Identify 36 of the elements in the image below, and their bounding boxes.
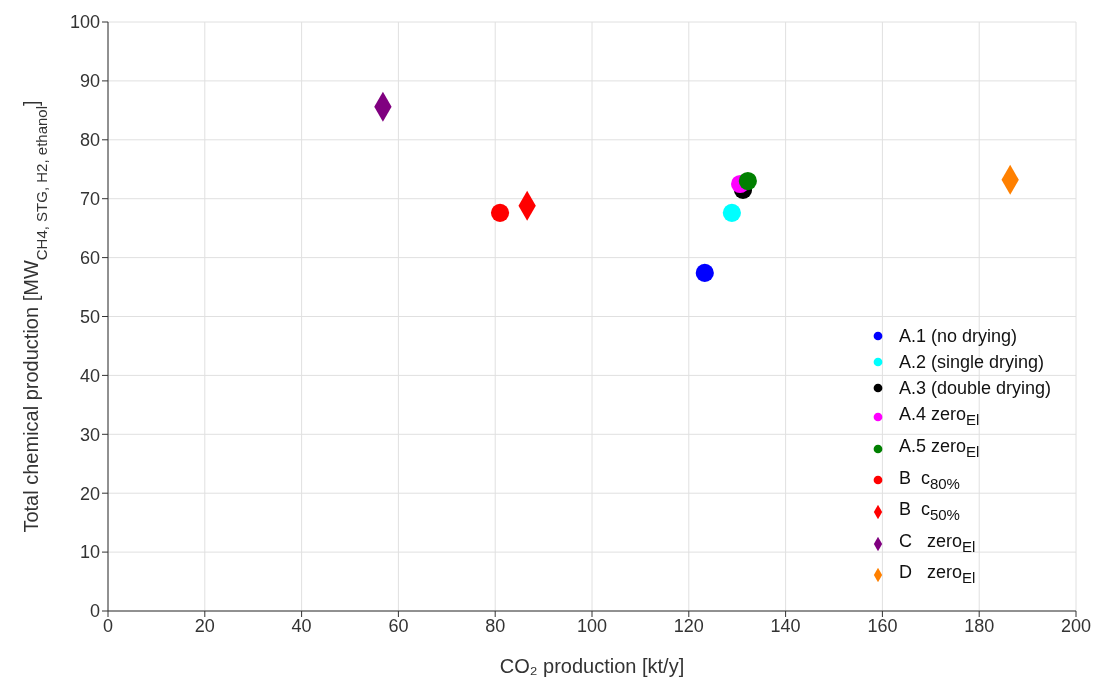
x-tick-label: 160	[867, 615, 898, 636]
y-tick-label: 70	[79, 189, 100, 210]
x-tick-label: 100	[576, 615, 608, 636]
legend-label: A.4 zero$_{El}$	[898, 403, 980, 431]
x-tick-label: 60	[388, 615, 409, 636]
x-tick-label: 140	[770, 615, 801, 636]
legend-label: A.5 zero$_{El}$	[898, 435, 980, 462]
legend-label: B c$_{80%}$	[898, 466, 960, 494]
y-tick-label: 80	[79, 130, 100, 151]
point	[695, 263, 714, 282]
legend-label: D zero$_{El}$	[898, 561, 976, 588]
legend-label: A.1 (no drying)	[898, 325, 1017, 349]
y-tick-label: 50	[79, 306, 100, 327]
legend-label: A.2 (single drying)	[898, 351, 1044, 375]
x-tick-label: 0	[102, 615, 114, 636]
y-tick-label: 30	[79, 424, 100, 445]
y-tick-label: 100	[69, 12, 100, 33]
x-tick-label: 80	[485, 615, 506, 636]
x-tick-label: 120	[673, 615, 704, 636]
point	[490, 203, 510, 222]
y-tick-label: 10	[79, 542, 100, 563]
legend-label: B c$_{50%}$	[898, 498, 960, 525]
point	[722, 203, 741, 222]
legend-label: C zero$_{El}$	[898, 529, 976, 557]
x-tick-label: 20	[194, 615, 215, 636]
legend-label: A.3 (double drying)	[898, 377, 1051, 401]
y-tick-label: 60	[79, 247, 100, 268]
x-tick-label: 200	[1060, 615, 1092, 636]
x-tick-label: 40	[291, 615, 312, 636]
y-tick-label: 0	[89, 601, 100, 622]
y-tick-label: 90	[79, 71, 100, 92]
x-axis-title: CO₂ production [kt/y]	[499, 655, 685, 677]
x-tick-label: 180	[964, 615, 995, 636]
point	[738, 171, 757, 191]
y-tick-label: 20	[79, 483, 100, 504]
y-tick-label: 40	[79, 365, 100, 386]
